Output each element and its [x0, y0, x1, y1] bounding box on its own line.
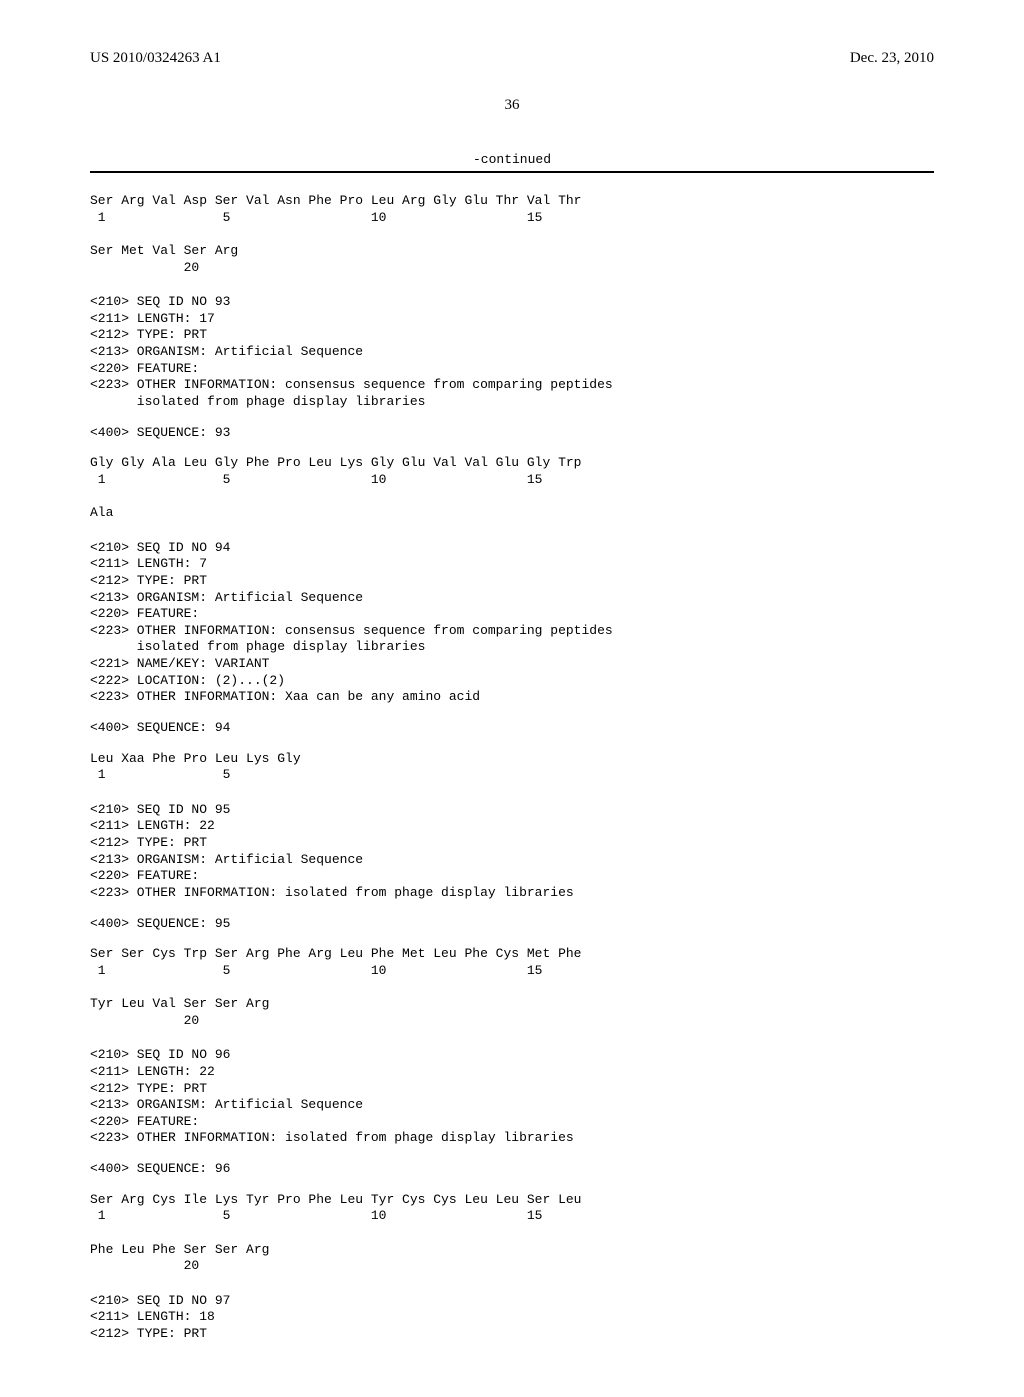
sequence-residues: Ser Ser Cys Trp Ser Arg Phe Arg Leu Phe … [90, 946, 934, 1029]
rule-bottom [90, 172, 934, 173]
sequence-header: <210> SEQ ID NO 95 <211> LENGTH: 22 <212… [90, 802, 934, 902]
page-header: US 2010/0324263 A1 Dec. 23, 2010 [90, 50, 934, 67]
page-container: US 2010/0324263 A1 Dec. 23, 2010 36 -con… [0, 0, 1024, 1397]
sequence-tag: <400> SEQUENCE: 96 [90, 1161, 934, 1178]
sequence-tag: <400> SEQUENCE: 94 [90, 720, 934, 737]
sequence-tag: <400> SEQUENCE: 95 [90, 916, 934, 933]
page-number: 36 [90, 97, 934, 114]
sequence-residues: Gly Gly Ala Leu Gly Phe Pro Leu Lys Gly … [90, 455, 934, 522]
sequence-residues: Leu Xaa Phe Pro Leu Lys Gly 1 5 [90, 751, 934, 784]
sequence-residues: Ser Arg Cys Ile Lys Tyr Pro Phe Leu Tyr … [90, 1192, 934, 1275]
sequence-header: <210> SEQ ID NO 96 <211> LENGTH: 22 <212… [90, 1047, 934, 1147]
sequence-header: <210> SEQ ID NO 93 <211> LENGTH: 17 <212… [90, 294, 934, 410]
publication-date: Dec. 23, 2010 [850, 50, 934, 67]
sequence-tag: <400> SEQUENCE: 93 [90, 425, 934, 442]
sequence-listing: Ser Arg Val Asp Ser Val Asn Phe Pro Leu … [90, 193, 934, 1343]
sequence-residues: Ser Arg Val Asp Ser Val Asn Phe Pro Leu … [90, 193, 934, 276]
sequence-header: <210> SEQ ID NO 97 <211> LENGTH: 18 <212… [90, 1293, 934, 1343]
continued-label: -continued [90, 152, 934, 167]
publication-number: US 2010/0324263 A1 [90, 50, 221, 67]
sequence-header: <210> SEQ ID NO 94 <211> LENGTH: 7 <212>… [90, 540, 934, 706]
